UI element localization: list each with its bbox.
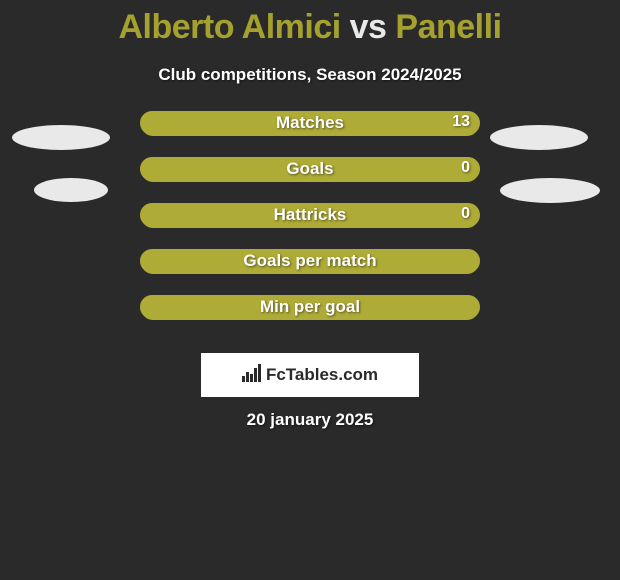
date-text: 20 january 2025 bbox=[247, 410, 374, 430]
decorative-ellipse bbox=[500, 178, 600, 203]
value-right: 13 bbox=[452, 113, 470, 131]
comparison-title: Alberto Almici vs Panelli bbox=[0, 0, 620, 47]
value-right: 0 bbox=[461, 159, 470, 177]
player1-name: Alberto Almici bbox=[118, 8, 340, 46]
source-text: FcTables.com bbox=[266, 365, 378, 385]
stat-row: Goals per match bbox=[0, 249, 620, 277]
stat-label: Goals per match bbox=[243, 251, 376, 271]
player2-name: Panelli bbox=[395, 8, 501, 46]
source-badge: FcTables.com bbox=[201, 353, 419, 397]
vs-text: vs bbox=[341, 8, 396, 46]
decorative-ellipse bbox=[490, 125, 588, 150]
stat-label: Goals bbox=[286, 159, 333, 179]
decorative-ellipse bbox=[12, 125, 110, 150]
subtitle: Club competitions, Season 2024/2025 bbox=[0, 65, 620, 85]
stat-row: Hattricks 0 bbox=[0, 203, 620, 231]
stat-label: Matches bbox=[276, 113, 344, 133]
stat-label: Min per goal bbox=[260, 297, 360, 317]
stat-label: Hattricks bbox=[274, 205, 347, 225]
chart-icon bbox=[242, 364, 262, 387]
decorative-ellipse bbox=[34, 178, 108, 202]
value-right: 0 bbox=[461, 205, 470, 223]
stat-row: Min per goal bbox=[0, 295, 620, 323]
